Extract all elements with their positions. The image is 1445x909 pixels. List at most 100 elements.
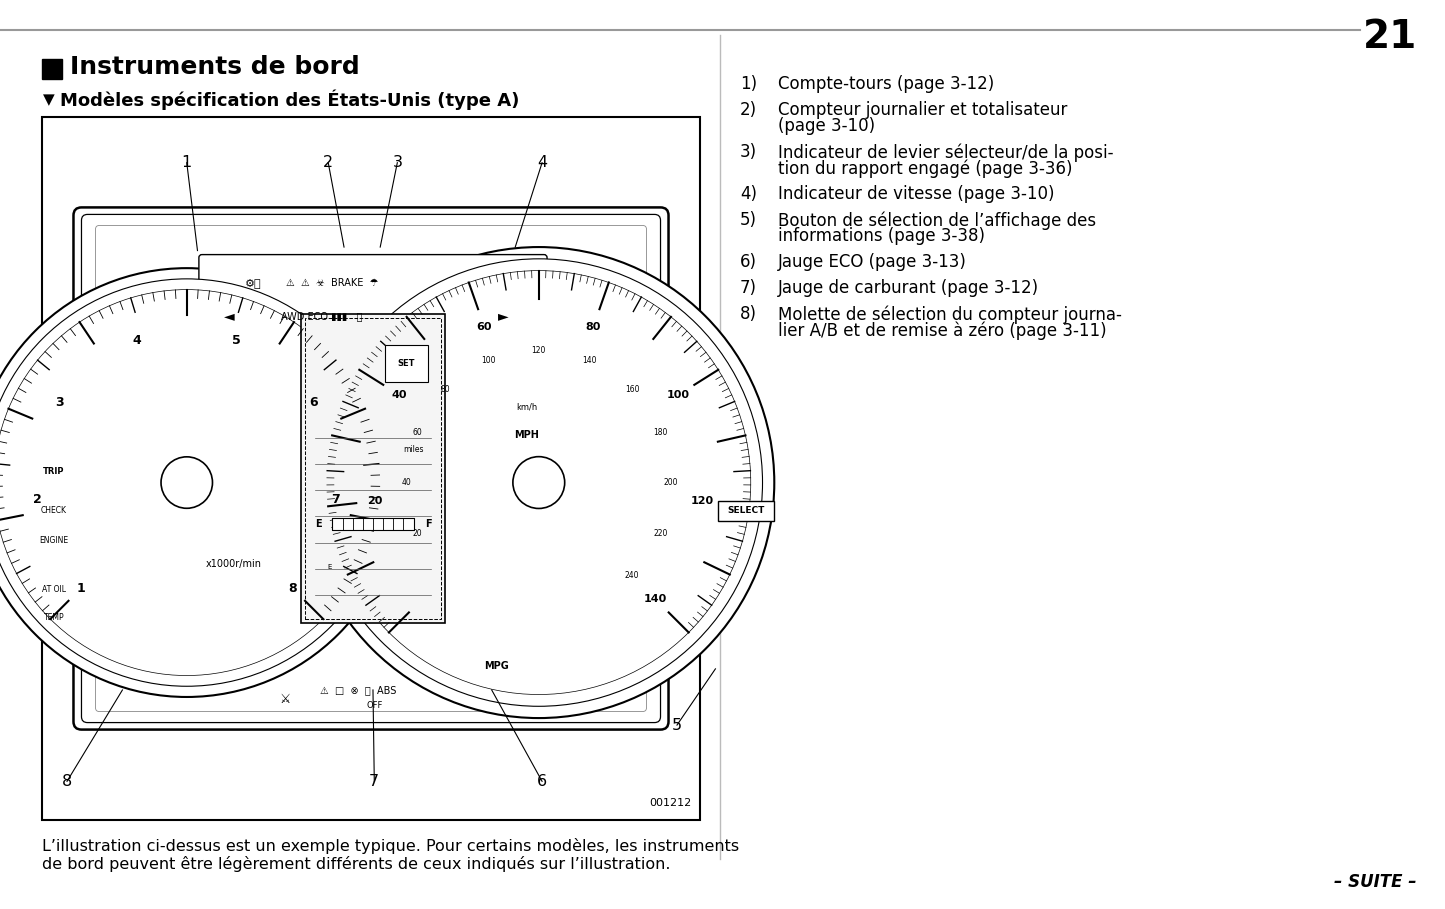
Text: 3: 3 [55, 396, 64, 409]
Text: ►: ► [497, 310, 509, 324]
Text: 60: 60 [477, 322, 493, 332]
Text: 4: 4 [538, 155, 548, 170]
Text: 220: 220 [653, 528, 668, 537]
Text: E: E [315, 519, 321, 529]
Text: 4): 4) [740, 185, 757, 203]
Text: 7: 7 [370, 774, 380, 789]
Bar [42, 117, 699, 820]
Circle shape [327, 271, 751, 694]
Circle shape [513, 456, 565, 508]
Text: x1000r/min: x1000r/min [207, 559, 262, 569]
Text: 1: 1 [77, 582, 85, 595]
Text: 100: 100 [481, 356, 496, 365]
Circle shape [0, 290, 380, 675]
Text: ⚙⦻: ⚙⦻ [244, 278, 262, 288]
Circle shape [0, 279, 390, 686]
Text: 2: 2 [324, 155, 334, 170]
Text: 3: 3 [393, 155, 402, 170]
Text: 20: 20 [367, 496, 383, 506]
FancyBboxPatch shape [81, 215, 660, 723]
FancyBboxPatch shape [95, 225, 646, 712]
Text: km/h: km/h [516, 403, 538, 412]
Text: 2: 2 [33, 493, 42, 506]
Text: AWD ECO ▮▮▮   ⌛: AWD ECO ▮▮▮ ⌛ [280, 312, 363, 322]
Text: L’illustration ci-dessus est un exemple typique. Pour certains modèles, les inst: L’illustration ci-dessus est un exemple … [42, 838, 740, 854]
Text: Indicateur de levier sélecteur/de la posi-: Indicateur de levier sélecteur/de la pos… [777, 143, 1114, 162]
Text: E: E [328, 564, 332, 571]
Text: Molette de sélection du compteur journa-: Molette de sélection du compteur journa- [777, 305, 1121, 324]
Text: 7: 7 [331, 493, 340, 506]
Text: ⚠  □  ⊗  ⚿  ABS: ⚠ □ ⊗ ⚿ ABS [319, 685, 396, 695]
Text: 8): 8) [740, 305, 757, 323]
Text: (page 3-10): (page 3-10) [777, 117, 876, 135]
Text: 1): 1) [740, 75, 757, 93]
Bar [332, 518, 413, 530]
FancyBboxPatch shape [199, 255, 548, 345]
Text: Compteur journalier et totalisateur: Compteur journalier et totalisateur [777, 101, 1068, 119]
Circle shape [303, 247, 775, 718]
Text: 7): 7) [740, 279, 757, 297]
Text: Compte-tours (page 3-12): Compte-tours (page 3-12) [777, 75, 994, 93]
Text: 8: 8 [289, 582, 298, 595]
Text: 6): 6) [740, 253, 757, 271]
Text: 200: 200 [663, 478, 678, 487]
Text: 40: 40 [392, 390, 407, 400]
Text: 140: 140 [643, 594, 668, 604]
Text: 100: 100 [668, 390, 689, 400]
Text: 80: 80 [441, 385, 451, 394]
Text: 240: 240 [624, 572, 639, 580]
Text: 6: 6 [309, 396, 318, 409]
Text: 4: 4 [133, 335, 142, 347]
Text: Jauge de carburant (page 3-12): Jauge de carburant (page 3-12) [777, 279, 1039, 297]
Text: TEMP: TEMP [43, 614, 64, 622]
Bar [42, 59, 62, 79]
FancyBboxPatch shape [74, 207, 669, 730]
Text: miles: miles [403, 445, 423, 454]
Text: F: F [425, 519, 431, 529]
Text: 140: 140 [582, 356, 597, 365]
Text: 80: 80 [585, 322, 601, 332]
Text: 120: 120 [691, 496, 714, 506]
Text: tion du rapport engagé (page 3-36): tion du rapport engagé (page 3-36) [777, 159, 1072, 177]
Text: MPH: MPH [514, 431, 539, 441]
Text: Indicateur de vitesse (page 3-10): Indicateur de vitesse (page 3-10) [777, 185, 1055, 203]
Text: 20: 20 [412, 528, 422, 537]
Text: 180: 180 [653, 427, 668, 436]
Text: – SUITE –: – SUITE – [1334, 873, 1418, 891]
Text: ◄: ◄ [224, 310, 234, 324]
Text: 1: 1 [182, 155, 192, 170]
Text: MPG: MPG [484, 661, 509, 671]
Bar [305, 318, 441, 619]
Circle shape [315, 259, 763, 706]
Text: CHECK: CHECK [40, 506, 66, 514]
Bar [301, 314, 445, 624]
Text: TRIP: TRIP [43, 467, 65, 476]
Text: SELECT: SELECT [727, 506, 764, 515]
Text: 21: 21 [1363, 18, 1418, 56]
Text: 3): 3) [740, 143, 757, 161]
Text: Jauge ECO (page 3-13): Jauge ECO (page 3-13) [777, 253, 967, 271]
Text: lier A/B et de remise à zéro (page 3-11): lier A/B et de remise à zéro (page 3-11) [777, 321, 1107, 339]
Text: 60: 60 [412, 427, 422, 436]
Text: OFF: OFF [366, 702, 383, 711]
Text: informations (page 3-38): informations (page 3-38) [777, 227, 985, 245]
Text: Bouton de sélection de l’affichage des: Bouton de sélection de l’affichage des [777, 211, 1097, 229]
Text: ⚠  ⚠  ☣  BRAKE  ☂: ⚠ ⚠ ☣ BRAKE ☂ [286, 278, 379, 288]
Text: 8: 8 [62, 774, 72, 789]
Circle shape [0, 268, 402, 697]
Text: 5): 5) [740, 211, 757, 229]
Text: 2): 2) [740, 101, 757, 119]
Text: 001212: 001212 [650, 798, 692, 808]
Text: ▼: ▼ [43, 93, 55, 107]
Text: 5: 5 [672, 717, 682, 733]
Text: ⚔: ⚔ [280, 694, 290, 706]
Text: 5: 5 [233, 335, 241, 347]
Circle shape [160, 457, 212, 508]
Text: Instruments de bord: Instruments de bord [69, 55, 360, 79]
Text: 6: 6 [538, 774, 548, 789]
Bar [718, 501, 775, 521]
Bar [384, 345, 428, 382]
Text: AT OIL: AT OIL [42, 585, 66, 594]
Text: 160: 160 [624, 385, 639, 394]
Text: ENGINE: ENGINE [39, 536, 68, 545]
